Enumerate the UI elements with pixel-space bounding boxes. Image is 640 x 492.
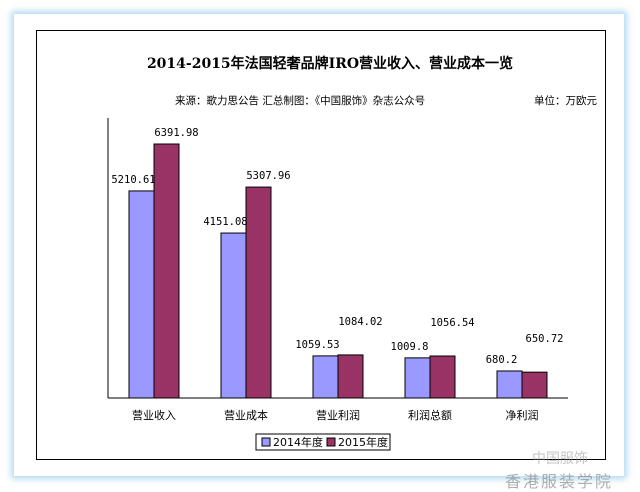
bar-2015-4 bbox=[521, 371, 548, 399]
chart-title: 2014-2015年法国轻奢品牌IRO营业收入、营业成本一览 bbox=[147, 55, 513, 72]
data-label-2015-2: 1084.02 bbox=[338, 316, 382, 328]
x-tick-label: 利润总额 bbox=[408, 408, 452, 422]
bar-2015-2 bbox=[337, 354, 364, 399]
data-label-2015-0: 6391.98 bbox=[154, 127, 198, 139]
data-label-2014-0: 5210.61 bbox=[111, 174, 155, 186]
watermark-logo: 中国服饰 bbox=[532, 451, 588, 467]
bar-2014-1 bbox=[220, 232, 247, 399]
chart-unit: 单位：万欧元 bbox=[534, 94, 597, 107]
chart-source: 来源：歌力思公告 汇总制图：《中国服饰》杂志公众号 bbox=[175, 94, 425, 107]
data-label-2015-1: 5307.96 bbox=[246, 170, 290, 182]
legend-label-2015: 2015年度 bbox=[338, 435, 388, 449]
data-label-2014-1: 4151.08 bbox=[203, 216, 247, 228]
legend-box bbox=[255, 433, 391, 451]
bar-2015-0 bbox=[153, 143, 180, 399]
x-tick-label: 净利润 bbox=[506, 408, 539, 422]
data-label-2015-4: 650.72 bbox=[526, 333, 564, 345]
legend-swatch-2014 bbox=[261, 437, 271, 447]
bar-2014-3 bbox=[404, 357, 431, 399]
legend-label-2014: 2014年度 bbox=[273, 435, 323, 449]
watermark-text: 香港服装学院 bbox=[505, 472, 614, 491]
bar-2014-0 bbox=[128, 190, 155, 399]
data-label-2014-4: 680.2 bbox=[486, 354, 518, 366]
bar-2015-1 bbox=[245, 186, 272, 399]
bar-2014-4 bbox=[496, 370, 523, 399]
data-label-2015-3: 1056.54 bbox=[430, 317, 474, 329]
x-tick-label: 营业收入 bbox=[132, 408, 176, 422]
bar-2015-3 bbox=[429, 355, 456, 399]
bar-2014-2 bbox=[312, 355, 339, 399]
legend-swatch-2015 bbox=[326, 437, 336, 447]
x-tick-label: 营业利润 bbox=[316, 408, 360, 422]
data-label-2014-3: 1009.8 bbox=[391, 341, 429, 353]
data-label-2014-2: 1059.53 bbox=[295, 339, 339, 351]
x-tick-label: 营业成本 bbox=[224, 408, 268, 422]
